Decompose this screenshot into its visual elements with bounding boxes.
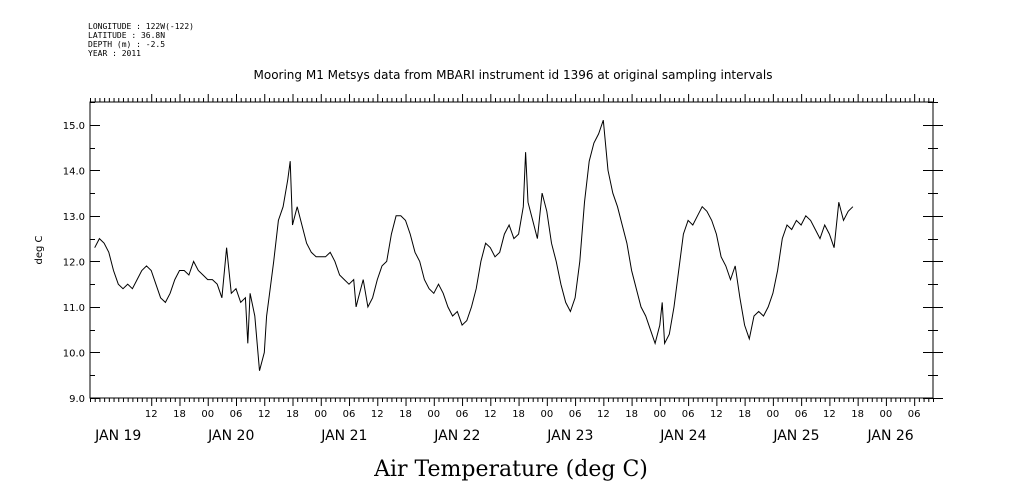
x-tick-label: 12: [258, 409, 271, 420]
x-tick-label: 06: [456, 409, 469, 420]
x-tick-label: 00: [314, 409, 327, 420]
day-label: JAN 23: [546, 428, 593, 444]
x-tick-label: 12: [371, 409, 384, 420]
y-axis-label: deg C: [34, 235, 45, 264]
x-tick-label: 18: [286, 409, 299, 420]
y-tick-label: 10.0: [63, 348, 85, 359]
x-tick-label: 18: [625, 409, 638, 420]
x-tick-label: 06: [569, 409, 582, 420]
longitude-text: LONGITUDE : 122W(-122): [88, 22, 194, 31]
y-tick-label: 15.0: [63, 121, 85, 132]
x-tick-label: 12: [597, 409, 610, 420]
axis-ticks: [90, 94, 943, 406]
x-tick-label: 12: [823, 409, 836, 420]
x-tick-label: 18: [399, 409, 412, 420]
day-label: JAN 21: [320, 428, 367, 444]
x-axis-label: Air Temperature (deg C): [373, 457, 648, 482]
x-tick-label: 12: [145, 409, 158, 420]
y-tick-label: 14.0: [63, 166, 85, 177]
x-tick-label: 00: [880, 409, 893, 420]
x-tick-label: 06: [908, 409, 921, 420]
depth-text: DEPTH (m) : -2.5: [88, 40, 165, 49]
x-tick-label: 00: [653, 409, 666, 420]
chart-title: Mooring M1 Metsys data from MBARI instru…: [254, 68, 773, 82]
x-tick-label: 12: [710, 409, 723, 420]
x-tick-label: 06: [795, 409, 808, 420]
day-label: JAN 25: [772, 428, 819, 444]
y-axis-tick-labels: 9.0 10.0 11.0 12.0 13.0 14.0 15.0: [63, 121, 85, 405]
x-tick-label: 06: [682, 409, 695, 420]
day-label: JAN 22: [433, 428, 480, 444]
x-tick-label: 18: [512, 409, 525, 420]
x-tick-label: 12: [484, 409, 497, 420]
x-tick-label: 06: [230, 409, 243, 420]
day-label: JAN 24: [659, 428, 706, 444]
latitude-text: LATITUDE : 36.8N: [88, 31, 165, 40]
x-tick-label: 06: [343, 409, 356, 420]
day-label: JAN 19: [94, 428, 141, 444]
x-tick-label: 18: [173, 409, 186, 420]
x-tick-label: 18: [851, 409, 864, 420]
y-tick-label: 13.0: [63, 212, 85, 223]
x-axis-day-labels: JAN 19 JAN 20 JAN 21 JAN 22 JAN 23 JAN 24 JAN …: [94, 428, 914, 444]
x-axis-tick-labels: 12 18 00 06 12 18 00 06 12 18 00 06 12 18 00 06 12 18 00 06…: [145, 409, 921, 420]
plot-frame: [89, 101, 934, 399]
year-text: YEAR : 2011: [88, 49, 141, 58]
day-label: JAN 26: [867, 428, 914, 444]
y-tick-label: 11.0: [63, 303, 85, 314]
x-tick-label: 00: [540, 409, 553, 420]
y-tick-label: 9.0: [69, 394, 85, 405]
y-tick-label: 12.0: [63, 257, 85, 268]
x-tick-label: 00: [767, 409, 780, 420]
series-line-air-temperature: [94, 120, 854, 371]
x-tick-label: 00: [427, 409, 440, 420]
x-tick-label: 00: [201, 409, 214, 420]
x-tick-label: 18: [738, 409, 751, 420]
day-label: JAN 20: [207, 428, 254, 444]
